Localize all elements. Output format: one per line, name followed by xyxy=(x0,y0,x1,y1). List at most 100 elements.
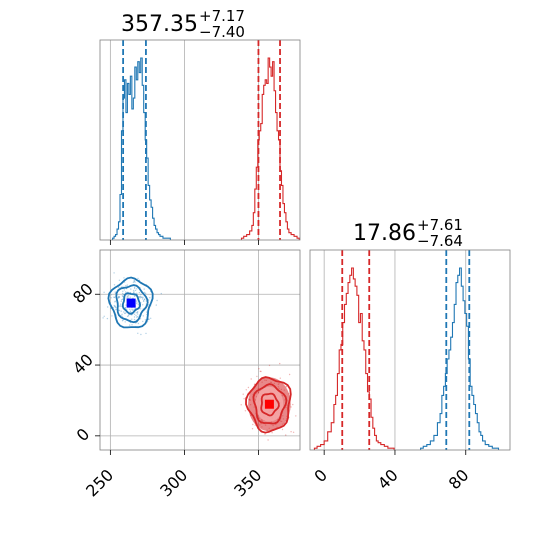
sample-point xyxy=(127,295,129,298)
sample-point xyxy=(120,300,123,302)
sample-point xyxy=(138,296,140,298)
sample-point xyxy=(118,279,121,281)
x-tick-label: 250 xyxy=(82,465,117,500)
sample-point xyxy=(285,434,287,436)
sample-point xyxy=(137,316,139,318)
sample-point xyxy=(117,297,119,299)
sample-point xyxy=(142,304,144,306)
sample-point xyxy=(142,300,145,302)
sample-point xyxy=(140,296,142,298)
sample-point xyxy=(122,319,124,321)
sample-point xyxy=(120,305,122,307)
sample-point xyxy=(137,303,139,306)
sample-point xyxy=(155,304,157,306)
sample-point xyxy=(114,248,115,249)
sample-point xyxy=(247,386,250,389)
sample-point xyxy=(160,292,162,295)
histogram-series-1 xyxy=(313,267,395,450)
sample-point xyxy=(252,423,254,426)
sample-point xyxy=(137,322,140,325)
sample-point xyxy=(121,286,123,288)
sample-point xyxy=(141,298,144,300)
sample-point xyxy=(129,324,131,326)
sample-point xyxy=(135,312,137,314)
sample-point xyxy=(260,370,262,373)
sample-point xyxy=(290,431,292,433)
sample-point xyxy=(124,312,127,314)
sample-point xyxy=(145,332,147,335)
panel-histogram-param-1 xyxy=(99,39,301,245)
sample-point xyxy=(250,378,252,380)
sample-point xyxy=(288,373,291,376)
sample-point xyxy=(137,332,139,334)
title-param-1: 357.35 +7.17 −7.40 xyxy=(121,7,245,41)
sample-point xyxy=(114,291,116,293)
sample-point xyxy=(292,431,295,433)
sample-point xyxy=(118,296,121,298)
sample-point xyxy=(131,324,133,326)
sample-point xyxy=(144,292,147,294)
sample-point xyxy=(243,398,245,400)
sample-point xyxy=(127,297,129,299)
sample-point xyxy=(144,319,147,321)
sample-point xyxy=(114,301,116,303)
sample-point xyxy=(240,404,242,406)
sample-point xyxy=(136,316,138,318)
scatter-content xyxy=(102,248,297,441)
best-fit-marker xyxy=(264,399,274,409)
sample-point xyxy=(281,428,284,431)
sample-point xyxy=(107,306,109,308)
sample-point xyxy=(137,277,139,280)
sample-point xyxy=(141,296,143,298)
sample-point xyxy=(133,313,136,315)
sample-point xyxy=(144,298,146,300)
sample-point xyxy=(136,292,138,294)
sample-point xyxy=(264,433,266,435)
sample-point xyxy=(134,287,136,290)
title-2-minus: −7.64 xyxy=(417,232,463,250)
sample-point xyxy=(128,294,130,297)
x-tick-label: 80 xyxy=(445,465,473,493)
sample-point xyxy=(125,304,127,306)
sample-point xyxy=(115,306,117,309)
sample-point xyxy=(136,288,138,290)
sample-point xyxy=(292,403,294,406)
sample-point xyxy=(126,284,128,286)
sample-point xyxy=(139,308,142,310)
sample-point xyxy=(123,311,125,313)
sample-point xyxy=(134,307,136,309)
sample-point xyxy=(285,385,288,387)
sample-point xyxy=(271,432,273,434)
sample-point xyxy=(242,393,244,395)
sample-point xyxy=(118,309,121,312)
sample-point xyxy=(122,295,124,298)
sample-point xyxy=(118,296,120,298)
axes-frame xyxy=(309,249,511,451)
sample-point xyxy=(133,295,136,297)
sample-point xyxy=(113,284,116,286)
y-tick-label: 80 xyxy=(69,279,97,307)
sample-point xyxy=(134,289,137,292)
contour-line xyxy=(115,284,149,324)
sample-point xyxy=(133,318,136,321)
sample-point xyxy=(126,315,129,318)
sample-point xyxy=(114,305,116,307)
sample-point xyxy=(139,297,141,299)
sample-point xyxy=(123,277,125,279)
axes-frame xyxy=(99,39,301,241)
sample-point xyxy=(122,290,124,292)
sample-point xyxy=(136,313,139,315)
sample-point xyxy=(110,297,112,299)
sample-point xyxy=(124,312,126,315)
best-fit-marker xyxy=(126,298,136,308)
sample-point xyxy=(121,298,124,300)
sample-point xyxy=(114,306,116,308)
panel-scatter-2d: 250 300 350 0 40 80 xyxy=(69,248,301,500)
contour-line xyxy=(252,383,288,425)
sample-point xyxy=(137,311,139,313)
sample-point xyxy=(267,439,269,441)
sample-point xyxy=(134,281,136,283)
sample-point xyxy=(136,302,138,305)
sample-point xyxy=(121,299,123,301)
sample-point xyxy=(121,313,123,315)
